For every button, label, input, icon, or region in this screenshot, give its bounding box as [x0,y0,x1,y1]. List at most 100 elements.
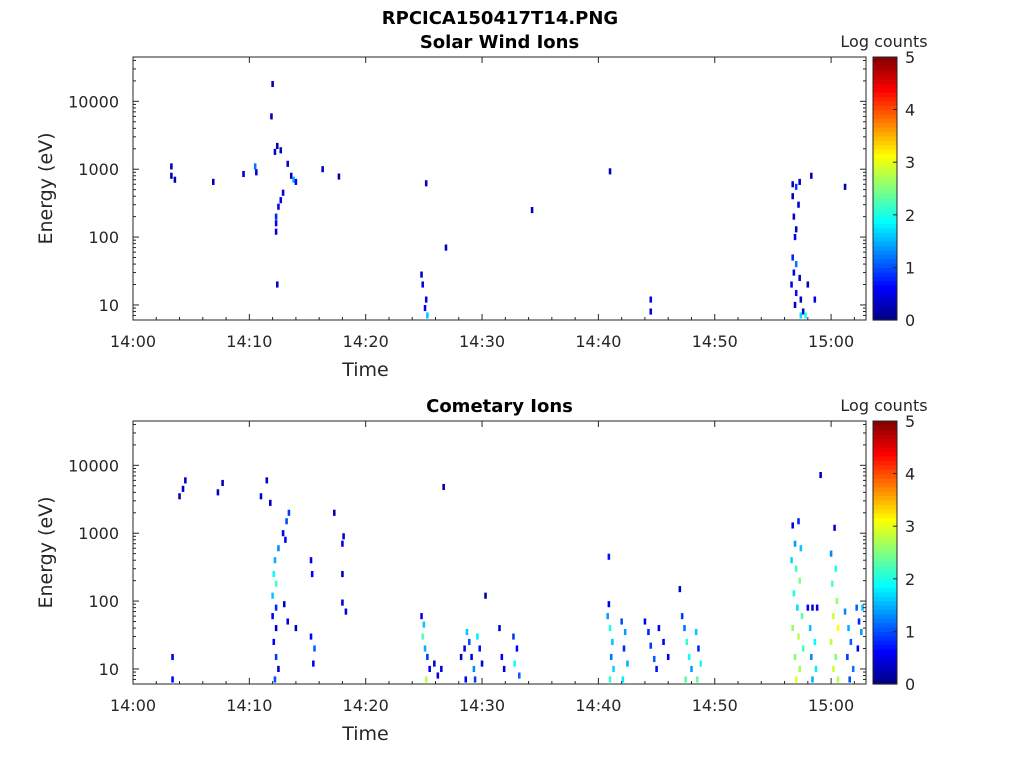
heatmap-cell [829,550,833,557]
heatmap-cell [796,604,799,611]
heatmap-cell [184,477,187,484]
colorbar-tick-label: 2 [905,570,915,589]
heatmap-cell [808,625,812,632]
colorbar-segment [873,556,897,562]
colorbar-segment [873,135,897,141]
colorbar-segment [873,613,897,619]
heatmap-cell [685,638,689,645]
x-tick-label: 14:20 [343,332,389,351]
heatmap-cell [420,271,423,278]
heatmap-cell [799,312,803,319]
colorbar-segment [873,105,897,111]
heatmap-cell [500,653,504,661]
colorbar-segment [873,210,897,216]
heatmap-cell [515,645,519,652]
heatmap-cell [287,509,291,516]
heatmap-cell [798,178,801,185]
heatmap-cell [836,625,840,632]
colorbar-segment [873,482,897,488]
colorbar-segment [873,232,897,238]
colorbar-segment [873,280,897,286]
colorbar-segment [873,648,897,654]
heatmap-cell [470,653,473,661]
heatmap-cell [856,645,860,652]
heatmap-cell [849,638,853,645]
heatmap-cell [834,565,838,572]
colorbar-segment [873,429,897,435]
heatmap-cell [799,296,803,303]
heatmap-cells [170,80,847,319]
colorbar-segment [873,644,897,650]
heatmap-cell [271,80,274,88]
colorbar-segment [873,543,897,549]
colorbar-segment [873,451,897,457]
heatmap-cell [813,296,817,303]
heatmap-cell [289,172,293,179]
colorbar-segment [873,162,897,168]
heatmap-cell [421,633,424,640]
heatmap-cell [423,645,427,652]
heatmap-cell [465,628,469,636]
heatmap-cell [626,660,629,667]
heatmap-cell [861,604,864,611]
heatmap-cell [442,483,445,491]
heatmap-cell [433,660,436,667]
colorbar-segment [873,140,897,146]
colorbar-segment [873,78,897,84]
heatmap-cell [607,601,611,608]
x-tick-label: 14:50 [692,696,738,715]
heatmap-cell [847,625,850,632]
heatmap-cell [683,625,686,632]
y-axis-label: Energy (eV) [35,132,57,244]
heatmap-cell [843,608,847,615]
heatmap-cell [275,142,279,150]
heatmap-cell [793,301,797,308]
x-tick-label: 14:00 [110,696,156,715]
colorbar-segment [873,258,897,264]
colorbar-segment [873,192,897,198]
heatmap-cell [848,676,851,683]
colorbar-segment [873,591,897,597]
y-tick-label: 10000 [68,456,119,475]
colorbar-segment [873,179,897,185]
colorbar-segment [873,302,897,308]
heatmap-cell [806,604,810,611]
colorbar-segment [873,197,897,203]
heatmap-cell [793,234,797,241]
colorbar-segment [873,311,897,317]
x-tick-label: 15:00 [808,696,854,715]
colorbar-segment [873,83,897,89]
colorbar-segment [873,600,897,606]
heatmap-cells [171,471,864,683]
plot-frame [132,56,867,321]
heatmap-cell [272,638,276,645]
heatmap-cell [273,148,277,155]
heatmap-cell [281,530,285,537]
x-tick-label: 14:30 [459,332,505,351]
colorbar-segment [873,74,897,80]
heatmap-cell [270,113,273,120]
heatmap-cell [798,274,801,281]
heatmap-cell [799,545,803,552]
heatmap-cell [424,676,428,683]
colorbar-segment [873,306,897,312]
colorbar-segment [873,438,897,444]
colorbar-tick-label: 2 [905,206,915,225]
y-axis-label: Energy (eV) [35,496,57,608]
colorbar-segment [873,315,897,321]
heatmap-cell [612,665,615,672]
colorbar-segment [873,271,897,277]
heatmap-cell [791,522,794,529]
heatmap-cell [170,172,173,179]
colorbar-segment [873,442,897,448]
colorbar-segment [873,561,897,567]
colorbar-segment [873,640,897,646]
heatmap-cell [792,213,796,220]
colorbar-segment [873,491,897,497]
colorbar-segment [873,578,897,584]
colorbar-segment [873,131,897,137]
heatmap-cell [791,193,794,200]
colorbar-frame [872,420,898,685]
